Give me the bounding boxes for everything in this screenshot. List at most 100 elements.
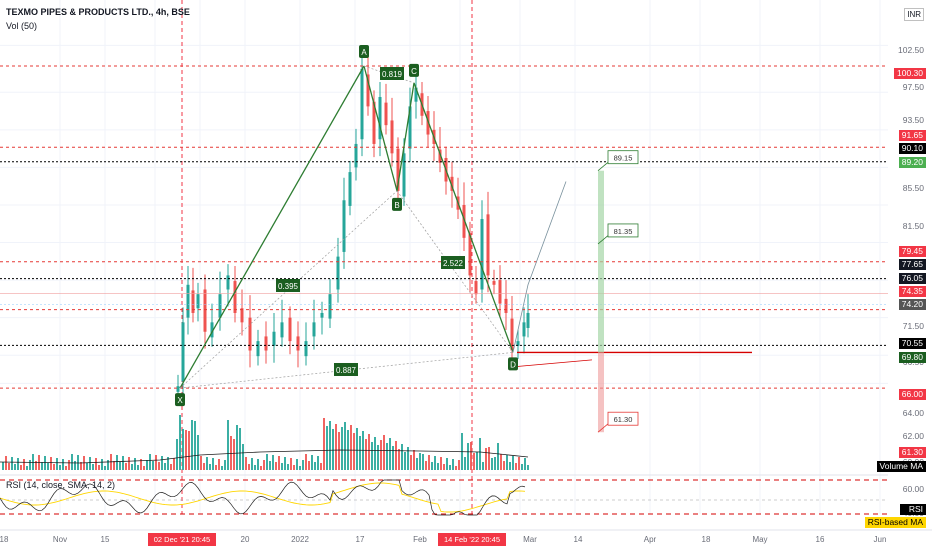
- volume-bar: [80, 462, 82, 470]
- volume-bar: [17, 458, 19, 470]
- loss-zone: [598, 352, 604, 433]
- pattern-point-label: B: [394, 201, 399, 210]
- volume-bar: [5, 456, 7, 470]
- pattern-point-label: D: [510, 360, 516, 369]
- price-tag: 100.30: [894, 68, 926, 79]
- pattern-leg: [413, 82, 514, 353]
- volume-bar: [179, 415, 181, 470]
- candle-body: [390, 120, 394, 154]
- volume-bar: [452, 459, 454, 470]
- candle-body: [474, 281, 478, 295]
- volume-bar: [506, 455, 508, 470]
- currency-badge[interactable]: INR: [904, 8, 924, 21]
- volume-bar: [242, 444, 244, 470]
- candle-body: [462, 204, 466, 238]
- candle-body: [498, 280, 502, 304]
- volume-bar: [158, 462, 160, 470]
- volume-bar: [356, 428, 358, 470]
- volume-bar: [203, 463, 205, 470]
- volume-bar: [302, 460, 304, 470]
- candle-body: [526, 312, 530, 328]
- volume-bar: [410, 455, 412, 470]
- volume-bar: [527, 465, 529, 470]
- volume-bar: [509, 462, 511, 470]
- rsi-line: [0, 479, 526, 516]
- volume-bar: [62, 459, 64, 470]
- volume-bar: [317, 456, 319, 470]
- candle-body: [218, 294, 222, 318]
- volume-bar: [425, 461, 427, 470]
- harmonic-pattern: X A B C D 0.819 0.395 2.522 0.887: [175, 45, 567, 407]
- volume-bar: [119, 462, 121, 470]
- volume-bar: [194, 421, 196, 470]
- rsi-ma-line: [0, 482, 526, 513]
- rsi-ma-tag: RSI-based MA: [864, 517, 926, 528]
- volume-bars: [0, 415, 529, 470]
- price-tag: 76.05: [898, 273, 926, 284]
- volume-bar: [161, 456, 163, 470]
- volume-bar: [473, 453, 475, 470]
- volume-bar: [392, 446, 394, 470]
- volume-bar: [287, 464, 289, 470]
- volume-bar: [359, 436, 361, 470]
- price-tag: 69.80: [898, 352, 926, 363]
- trend-line: [516, 359, 593, 367]
- time-label: 16: [816, 535, 825, 544]
- volume-bar: [140, 459, 142, 470]
- volume-bar: [482, 462, 484, 470]
- volume-bar: [494, 457, 496, 470]
- candle-body: [438, 149, 442, 163]
- time-label: Feb: [413, 535, 427, 544]
- volume-bar: [329, 421, 331, 470]
- price-grid: [0, 0, 888, 514]
- volume-bar: [422, 454, 424, 470]
- volume-legend: Vol (50): [6, 21, 38, 31]
- ratio-label: 0.819: [382, 70, 403, 79]
- ratio-badge: [380, 67, 404, 80]
- pattern-point-badge: [175, 393, 185, 407]
- candle-body: [522, 322, 526, 337]
- candle-body: [492, 281, 496, 285]
- time-highlight-badge: [148, 533, 216, 546]
- pattern-point-badge: [359, 45, 369, 58]
- candle-body: [408, 106, 412, 149]
- volume-bar: [440, 457, 442, 470]
- ratio-label: 0.887: [336, 366, 357, 375]
- time-label: 18: [0, 535, 9, 544]
- candle-body: [210, 322, 214, 338]
- volume-bar: [512, 456, 514, 470]
- volume-bar: [248, 464, 250, 470]
- ratio-label: 2.522: [443, 259, 464, 268]
- volume-bar: [299, 466, 301, 470]
- candle-body: [191, 290, 195, 313]
- volume-bar: [446, 458, 448, 470]
- volume-bar: [371, 442, 373, 470]
- volume-bar: [296, 459, 298, 470]
- time-highlight-label: 14 Feb '22 20:45: [444, 535, 500, 544]
- volume-bar: [431, 462, 433, 470]
- time-label: 15: [101, 535, 110, 544]
- volume-bar: [311, 455, 313, 470]
- volume-bar: [8, 463, 10, 470]
- volume-bar: [47, 463, 49, 470]
- volume-bar: [20, 465, 22, 470]
- pattern-diagonal: [396, 190, 514, 353]
- price-tick: 102.50: [898, 45, 924, 55]
- volume-bar: [449, 465, 451, 470]
- volume-bar: [464, 457, 466, 470]
- volume-bar: [224, 460, 226, 470]
- volume-bar: [353, 433, 355, 470]
- pattern-point-badge: [409, 63, 419, 77]
- time-label: May: [752, 535, 767, 544]
- volume-bar: [377, 445, 379, 470]
- candle-body: [176, 386, 180, 392]
- time-label: 2022: [291, 535, 309, 544]
- volume-bar: [332, 429, 334, 470]
- volume-bar: [128, 457, 130, 470]
- price-tag: 74.20: [898, 299, 926, 310]
- volume-bar: [380, 440, 382, 470]
- price-tag: 90.10: [898, 143, 926, 154]
- volume-bar: [443, 464, 445, 470]
- candle-body: [320, 312, 324, 318]
